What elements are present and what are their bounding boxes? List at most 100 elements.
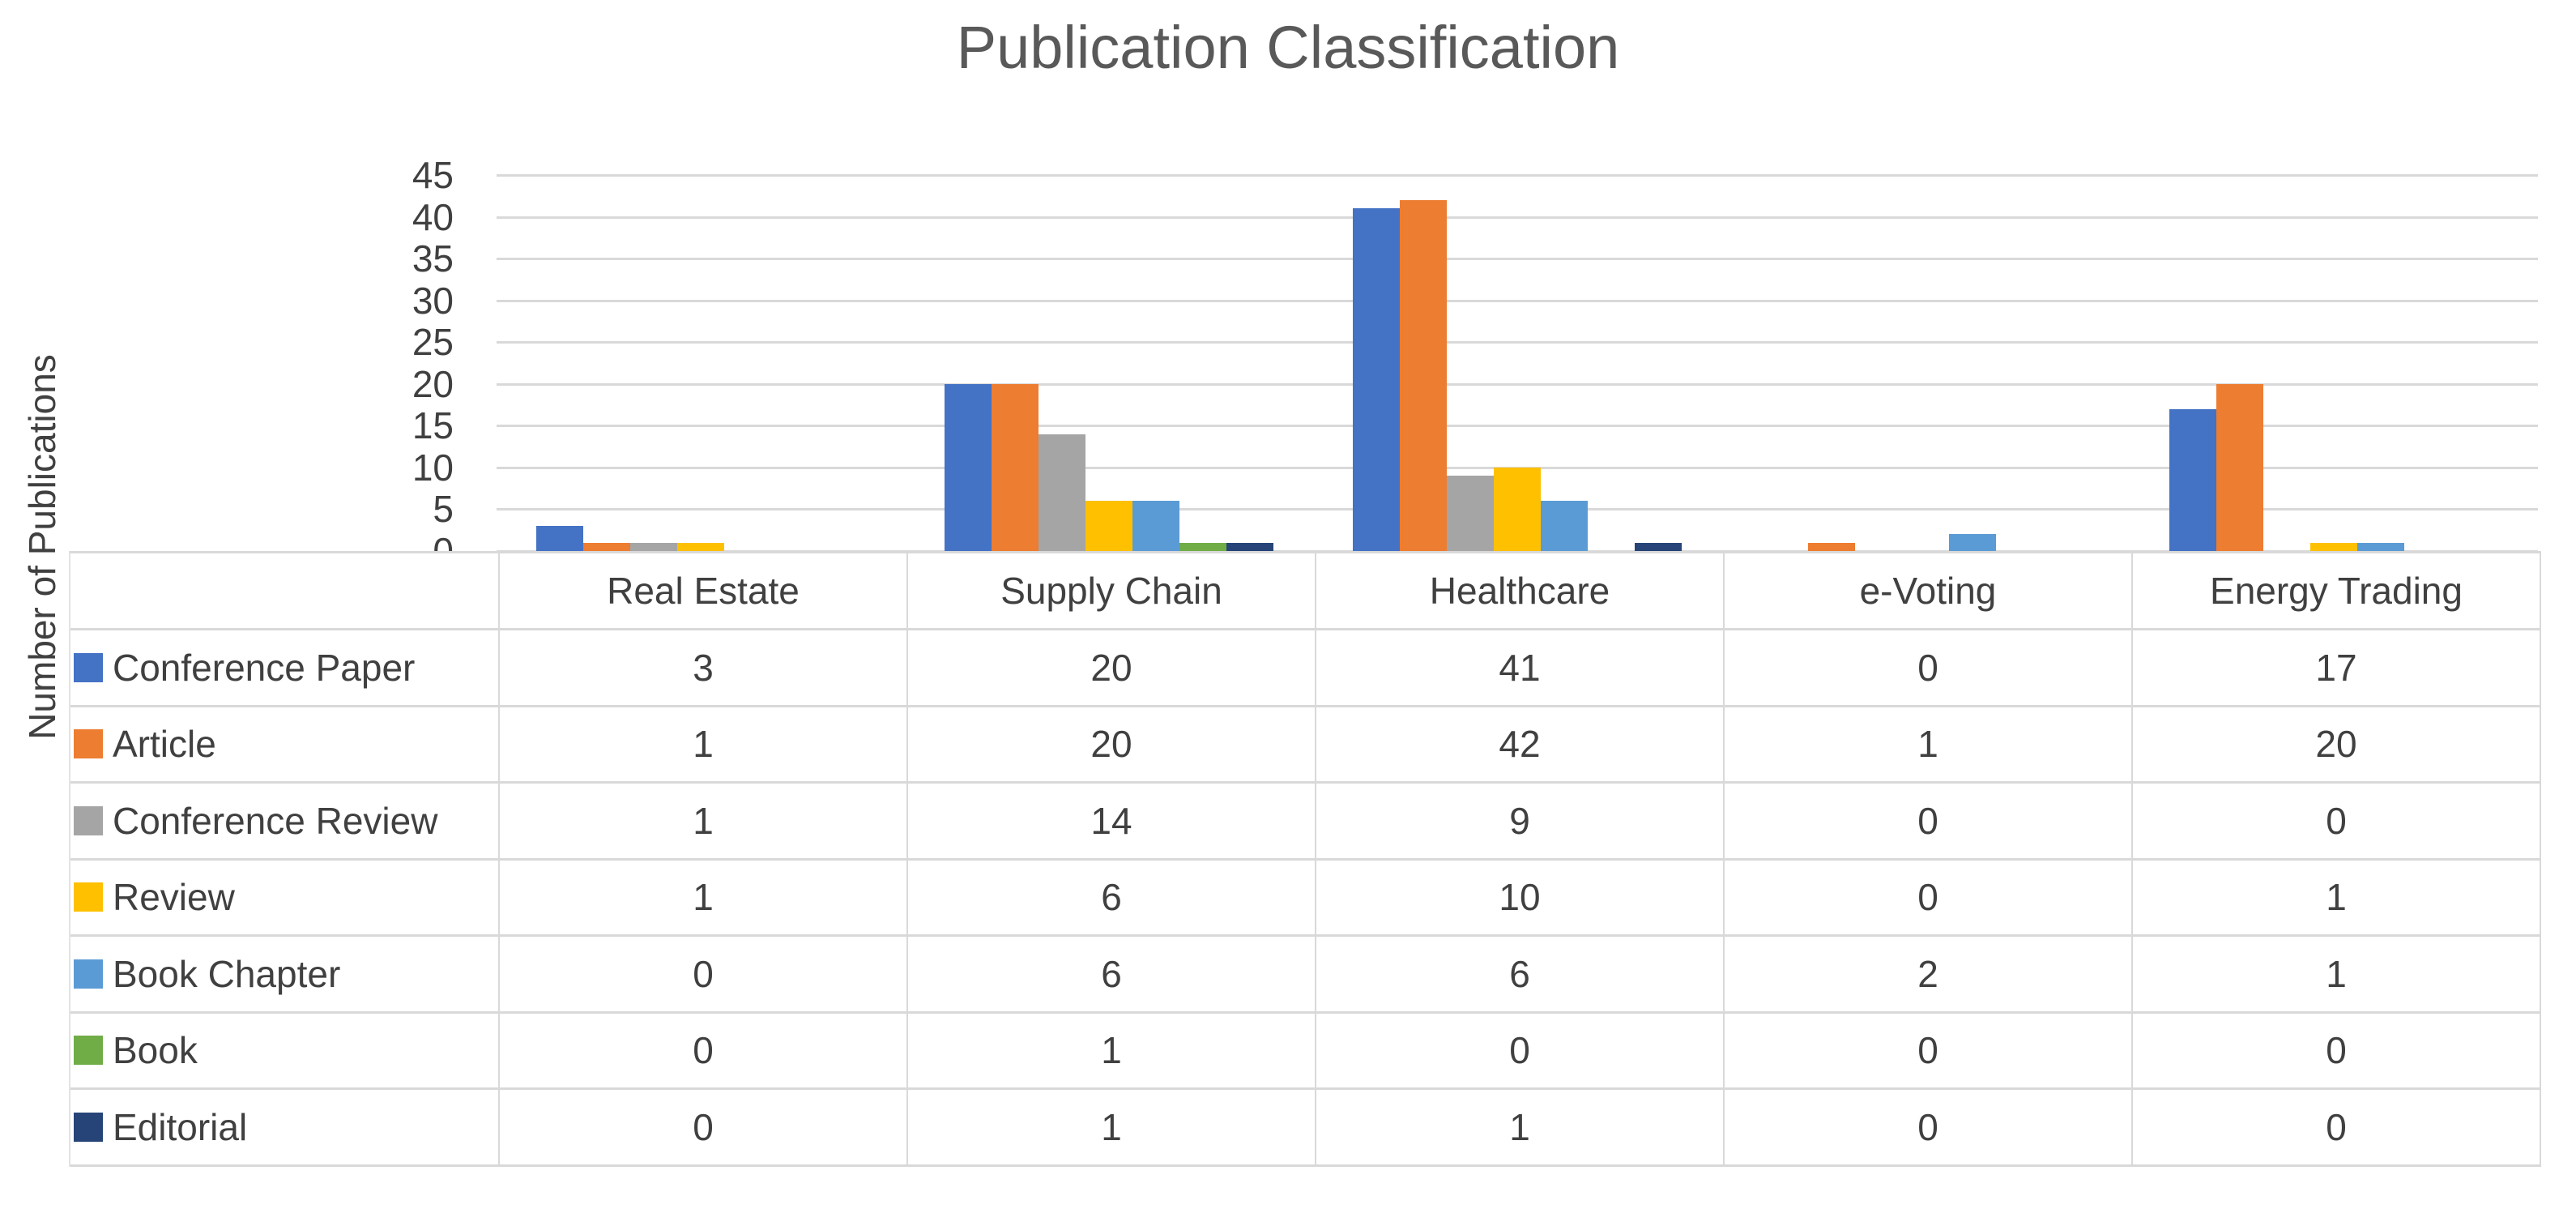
value-editorial-energy-trading: 0 <box>2131 1090 2540 1167</box>
gridline-45 <box>497 174 2538 177</box>
bar-group-healthcare <box>1313 175 1721 551</box>
value-article-e-voting: 1 <box>1723 707 2131 784</box>
value-editorial-healthcare: 1 <box>1315 1090 1723 1167</box>
series-row-header-review: Review <box>70 861 498 937</box>
bar-conference-paper-energy-trading <box>2169 409 2216 551</box>
bar-review-healthcare <box>1494 468 1541 551</box>
bar-book-chapter-healthcare <box>1541 501 1588 551</box>
value-editorial-real-estate: 0 <box>498 1090 906 1167</box>
y-tick-30: 30 <box>412 280 454 322</box>
series-name-label: Book <box>113 1029 198 1072</box>
category-header-energy-trading: Energy Trading <box>2131 553 2540 630</box>
series-row-header-conference-review: Conference Review <box>70 784 498 861</box>
y-tick-45: 45 <box>412 154 454 196</box>
value-book-e-voting: 0 <box>1723 1013 2131 1090</box>
bar-group-real-estate <box>497 175 905 551</box>
bar-conference-review-healthcare <box>1447 476 1494 551</box>
plot-area <box>497 175 2538 551</box>
value-review-supply-chain: 6 <box>906 860 1315 937</box>
bar-editorial-healthcare <box>1635 543 1682 551</box>
value-conference-review-energy-trading: 0 <box>2131 784 2540 861</box>
value-article-real-estate: 1 <box>498 707 906 784</box>
series-name-label: Editorial <box>113 1105 248 1148</box>
bar-group-energy-trading <box>2130 175 2538 551</box>
series-row-header-book: Book <box>70 1014 498 1090</box>
bar-conference-review-supply-chain <box>1039 434 1085 551</box>
table-corner-cell <box>70 553 498 630</box>
value-book-chapter-supply-chain: 6 <box>906 937 1315 1014</box>
value-book-chapter-energy-trading: 1 <box>2131 937 2540 1014</box>
value-book-chapter-real-estate: 0 <box>498 937 906 1014</box>
value-book-healthcare: 0 <box>1315 1013 1723 1090</box>
series-row-header-conference-paper: Conference Paper <box>70 630 498 707</box>
bar-article-healthcare <box>1400 200 1447 551</box>
bar-conference-paper-real-estate <box>536 526 583 551</box>
legend-swatch-conference-paper <box>74 652 103 682</box>
bar-book-chapter-e-voting <box>1949 534 1996 551</box>
gridline-20 <box>497 383 2538 386</box>
bar-article-energy-trading <box>2216 384 2263 551</box>
series-row-header-article: Article <box>70 707 498 784</box>
series-row-header-book-chapter: Book Chapter <box>70 937 498 1014</box>
value-conference-review-e-voting: 0 <box>1723 784 2131 861</box>
value-article-energy-trading: 20 <box>2131 707 2540 784</box>
value-conference-paper-energy-trading: 17 <box>2131 630 2540 707</box>
y-tick-40: 40 <box>412 196 454 238</box>
y-tick-25: 25 <box>412 321 454 363</box>
bar-article-real-estate <box>583 543 630 551</box>
value-conference-review-supply-chain: 14 <box>906 784 1315 861</box>
bar-conference-paper-supply-chain <box>945 384 992 551</box>
bar-review-real-estate <box>677 543 724 551</box>
value-conference-paper-e-voting: 0 <box>1723 630 2131 707</box>
bar-book-chapter-energy-trading <box>2357 543 2404 551</box>
category-header-e-voting: e-Voting <box>1723 553 2131 630</box>
value-book-chapter-healthcare: 6 <box>1315 937 1723 1014</box>
gridline-15 <box>497 425 2538 427</box>
y-tick-20: 20 <box>412 363 454 405</box>
bar-article-e-voting <box>1808 543 1855 551</box>
value-conference-paper-healthcare: 41 <box>1315 630 1723 707</box>
series-name-label: Conference Review <box>113 799 438 842</box>
value-review-healthcare: 10 <box>1315 860 1723 937</box>
series-name-label: Book Chapter <box>113 952 341 995</box>
bar-group-e-voting <box>1721 175 2130 551</box>
series-name-label: Article <box>113 723 216 766</box>
legend-swatch-conference-review <box>74 805 103 835</box>
category-header-supply-chain: Supply Chain <box>906 553 1315 630</box>
value-editorial-supply-chain: 1 <box>906 1090 1315 1167</box>
bar-article-supply-chain <box>992 384 1039 551</box>
value-book-energy-trading: 0 <box>2131 1013 2540 1090</box>
value-conference-review-real-estate: 1 <box>498 784 906 861</box>
bar-group-supply-chain <box>905 175 1313 551</box>
chart-title: Publication Classification <box>956 14 1620 81</box>
value-conference-paper-real-estate: 3 <box>498 630 906 707</box>
data-table: Real Estate Supply Chain Healthcare e-Votin… <box>69 551 2541 1167</box>
category-header-healthcare: Healthcare <box>1315 553 1723 630</box>
bar-book-supply-chain <box>1179 543 1226 551</box>
bar-review-supply-chain <box>1085 501 1132 551</box>
gridline-30 <box>497 300 2538 302</box>
value-review-energy-trading: 1 <box>2131 860 2540 937</box>
value-editorial-e-voting: 0 <box>1723 1090 2131 1167</box>
value-review-real-estate: 1 <box>498 860 906 937</box>
bar-editorial-supply-chain <box>1226 543 1273 551</box>
legend-swatch-article <box>74 729 103 759</box>
series-name-label: Review <box>113 876 235 919</box>
value-book-real-estate: 0 <box>498 1013 906 1090</box>
category-header-real-estate: Real Estate <box>498 553 906 630</box>
value-review-e-voting: 0 <box>1723 860 2131 937</box>
bar-book-chapter-supply-chain <box>1132 501 1179 551</box>
legend-swatch-editorial <box>74 1112 103 1142</box>
series-row-header-editorial: Editorial <box>70 1090 498 1167</box>
y-axis-label: Number of Publications <box>21 354 63 740</box>
gridline-25 <box>497 341 2538 344</box>
value-book-chapter-e-voting: 2 <box>1723 937 2131 1014</box>
y-tick-35: 35 <box>412 237 454 280</box>
bar-conference-review-real-estate <box>630 543 677 551</box>
value-article-healthcare: 42 <box>1315 707 1723 784</box>
y-tick-5: 5 <box>433 488 454 530</box>
value-article-supply-chain: 20 <box>906 707 1315 784</box>
legend-swatch-book-chapter <box>74 959 103 989</box>
value-conference-paper-supply-chain: 20 <box>906 630 1315 707</box>
gridline-35 <box>497 258 2538 260</box>
